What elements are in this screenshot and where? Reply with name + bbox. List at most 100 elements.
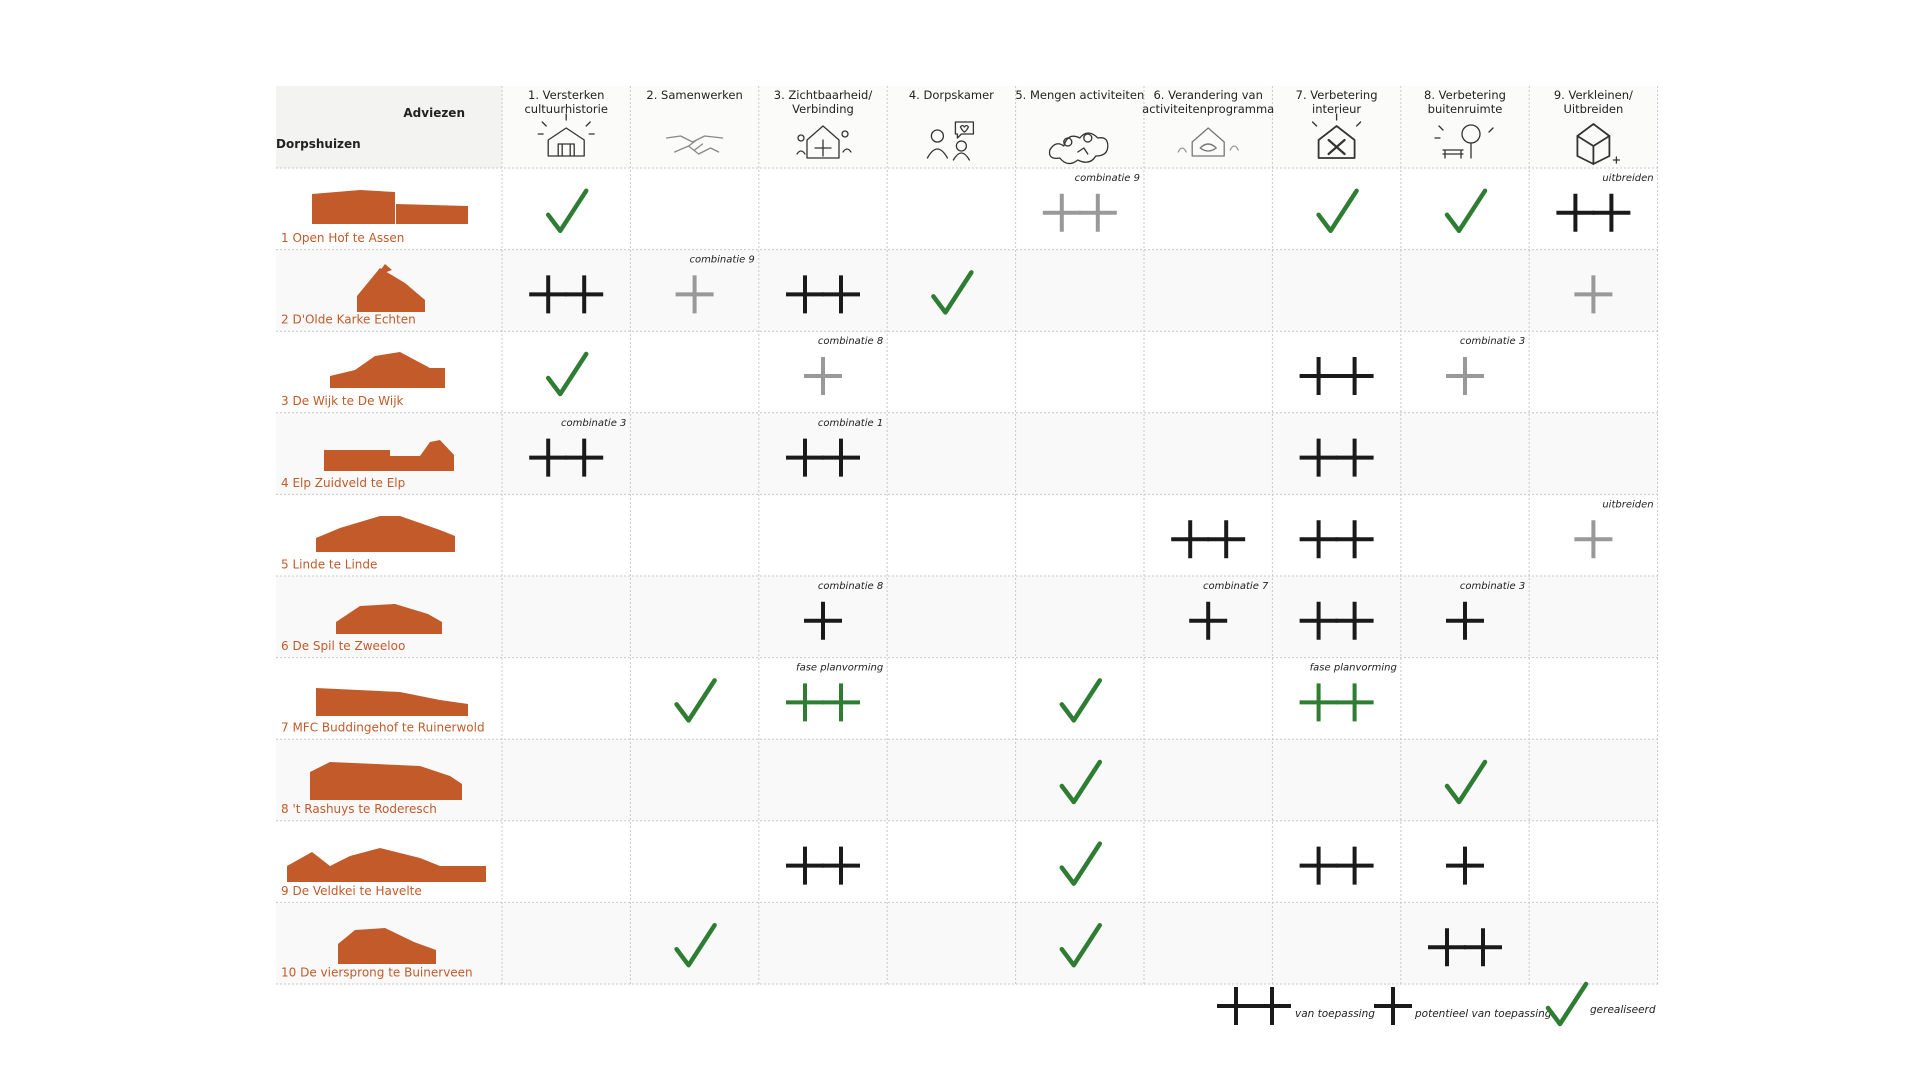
row-band bbox=[276, 739, 1658, 821]
column-header-label: 4. Dorpskamer bbox=[909, 88, 994, 102]
grid-lines bbox=[276, 86, 1659, 985]
cell-mark bbox=[545, 351, 589, 397]
cell-mark bbox=[1444, 188, 1488, 234]
cell-note: fase planvorming bbox=[1310, 663, 1397, 674]
people-chat-icon bbox=[926, 121, 975, 161]
legend-p-label: potentieel van toepassing bbox=[1414, 1008, 1552, 1020]
check-mark bbox=[931, 270, 974, 315]
plus-plus-mark bbox=[786, 275, 824, 314]
plus-mark bbox=[1574, 520, 1613, 559]
building-silhouette bbox=[316, 516, 455, 552]
check-mark bbox=[674, 678, 717, 723]
check-mark bbox=[545, 351, 589, 397]
plus-plus-mark bbox=[1335, 357, 1374, 395]
column-header-label: activiteitenprogramma bbox=[1142, 102, 1274, 116]
cell-mark bbox=[1059, 922, 1103, 968]
row-label: 6 De Spil te Zweeloo bbox=[281, 639, 405, 653]
check-mark bbox=[545, 188, 589, 234]
plus-mark bbox=[1574, 275, 1613, 314]
plus-mark bbox=[1446, 601, 1484, 640]
cell-mark bbox=[1059, 678, 1103, 723]
cell-mark bbox=[1299, 683, 1374, 722]
plus-plus-mark bbox=[565, 438, 604, 477]
cell-mark bbox=[1059, 841, 1103, 886]
row-band bbox=[276, 576, 1658, 658]
cell-note: combinatie 3 bbox=[561, 418, 626, 429]
cell-note: combinatie 9 bbox=[689, 255, 754, 266]
cell-mark bbox=[931, 270, 974, 315]
column-header-4: 4. Dorpskamer bbox=[909, 88, 994, 161]
building-silhouette bbox=[324, 440, 454, 471]
building-silhouette bbox=[316, 688, 468, 716]
cell-mark bbox=[1574, 520, 1613, 559]
check-mark bbox=[1316, 188, 1359, 234]
building-silhouette bbox=[357, 264, 425, 312]
row-label: 5 Linde te Linde bbox=[281, 557, 377, 571]
cell-note: combinatie 8 bbox=[818, 581, 883, 592]
plus-mark bbox=[804, 357, 842, 395]
check-mark bbox=[674, 922, 717, 968]
check-mark bbox=[1059, 678, 1103, 723]
plus-plus-mark bbox=[1464, 928, 1502, 967]
cell-note: combinatie 3 bbox=[1460, 581, 1525, 592]
cell-mark bbox=[786, 438, 860, 477]
plus-plus-mark bbox=[786, 683, 824, 722]
plus-plus-mark bbox=[1592, 193, 1631, 232]
cell-mark bbox=[786, 846, 860, 885]
column-header-5: 5. Mengen activiteiten bbox=[1015, 88, 1144, 165]
cell-mark bbox=[1316, 188, 1359, 234]
header-corner-bg bbox=[276, 86, 502, 168]
building-silhouette bbox=[287, 848, 486, 882]
plus-plus-mark bbox=[1335, 601, 1374, 640]
header-corner-adviezen: Adviezen bbox=[403, 106, 465, 120]
plus-plus-mark bbox=[1171, 520, 1210, 559]
program-change-icon bbox=[1177, 127, 1239, 157]
row-label: 7 MFC Buddingehof te Ruinerwold bbox=[281, 721, 485, 735]
row-band bbox=[276, 902, 1658, 984]
plus-plus-mark bbox=[1299, 846, 1338, 885]
plus-plus-mark bbox=[1217, 987, 1255, 1025]
building-silhouette bbox=[312, 190, 468, 224]
check-mark bbox=[1444, 759, 1488, 805]
cell-mark bbox=[1042, 193, 1117, 232]
plus-plus-mark bbox=[1299, 520, 1338, 559]
cell-mark bbox=[1446, 357, 1484, 395]
row-label: 3 De Wijk te De Wijk bbox=[281, 394, 404, 408]
plus-plus-mark bbox=[822, 275, 860, 314]
column-header-label: 7. Verbetering bbox=[1296, 88, 1378, 102]
column-header-label: 8. Verbetering bbox=[1424, 88, 1506, 102]
plus-plus-mark bbox=[529, 275, 568, 314]
outdoor-bench-tree-icon bbox=[1434, 124, 1494, 159]
row-label: 1 Open Hof te Assen bbox=[281, 231, 404, 245]
legend-check-label: gerealiseerd bbox=[1590, 1004, 1656, 1016]
cell-note: combinatie 1 bbox=[818, 418, 883, 429]
activities-mix-icon bbox=[1048, 132, 1109, 165]
plus-plus-mark bbox=[822, 438, 860, 477]
plus-plus-mark bbox=[1428, 928, 1466, 967]
row-label: 2 D'Olde Karke Echten bbox=[281, 313, 416, 327]
cell-mark bbox=[786, 275, 860, 314]
plus-plus-mark bbox=[1556, 193, 1595, 232]
plus-plus-mark bbox=[1299, 357, 1338, 395]
visibility-house-icon bbox=[796, 125, 852, 159]
plus-plus-mark bbox=[1335, 520, 1374, 559]
cell-mark bbox=[1299, 601, 1374, 640]
column-header-label: Uitbreiden bbox=[1563, 102, 1623, 116]
row-label: 4 Elp Zuidveld te Elp bbox=[281, 476, 405, 490]
plus-mark bbox=[804, 601, 842, 640]
cell-mark bbox=[804, 357, 842, 395]
column-header-3: 3. Zichtbaarheid/Verbinding bbox=[774, 88, 872, 159]
plus-plus-mark bbox=[529, 438, 568, 477]
plus-mark bbox=[675, 275, 714, 314]
cell-note: combinatie 3 bbox=[1460, 336, 1525, 347]
plus-plus-mark bbox=[786, 438, 824, 477]
plus-plus-mark bbox=[786, 846, 824, 885]
cell-mark bbox=[1444, 759, 1488, 805]
cell-mark bbox=[1428, 928, 1502, 967]
plus-plus-mark bbox=[1078, 193, 1117, 232]
cell-mark bbox=[1556, 193, 1631, 232]
row-band bbox=[276, 249, 1658, 332]
cell-mark bbox=[674, 922, 717, 968]
